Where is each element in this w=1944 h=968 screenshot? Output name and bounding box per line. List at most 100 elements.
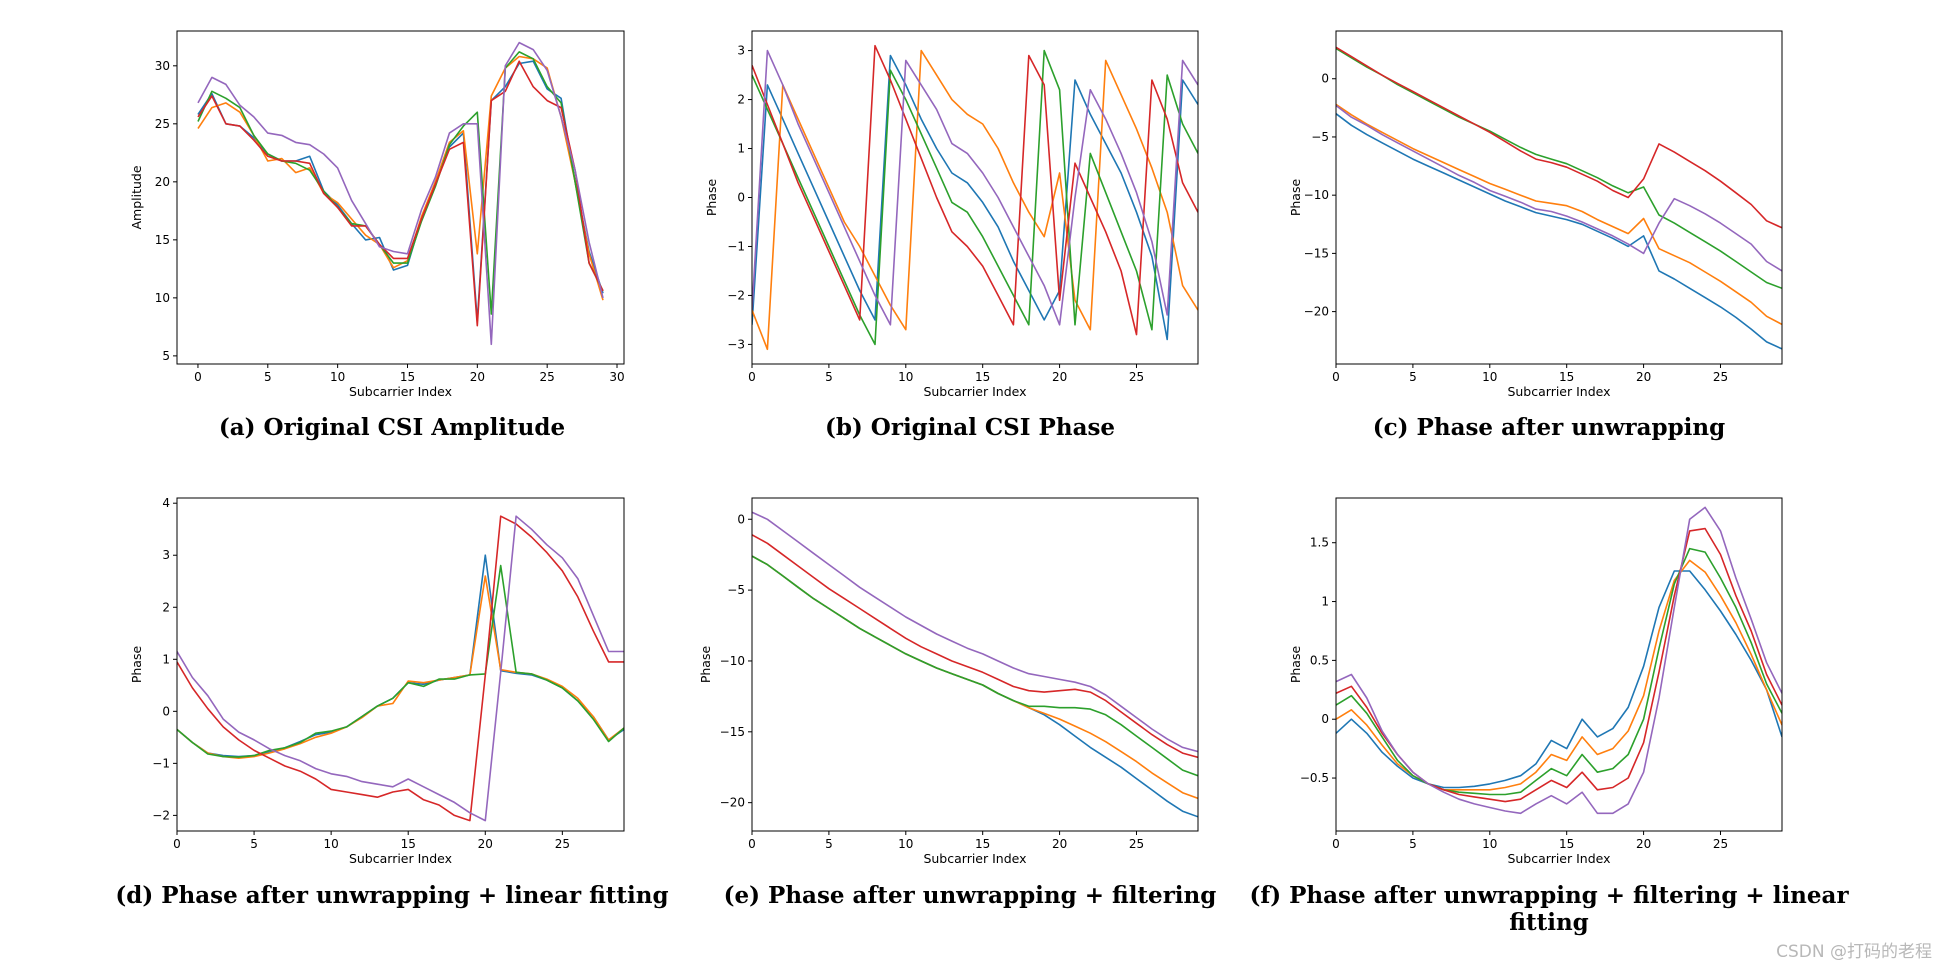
series-line-s1 xyxy=(752,54,1198,341)
panel-caption: (f) Phase after unwrapping + filtering +… xyxy=(1249,882,1849,936)
y-axis-label: Phase xyxy=(129,646,144,684)
y-axis-label: Phase xyxy=(704,179,719,217)
series-line-s1 xyxy=(1336,570,1782,789)
y-tick-label: −2 xyxy=(727,288,745,302)
series-line-s4 xyxy=(752,44,1198,336)
x-axis-label: Subcarrier Index xyxy=(923,851,1026,866)
series-line-s1 xyxy=(197,60,604,322)
x-tick-label: 25 xyxy=(540,370,555,384)
x-tick-label: 20 xyxy=(470,370,485,384)
series-line-s5 xyxy=(197,41,604,346)
y-tick-label: −0.5 xyxy=(1300,771,1329,785)
series-line-s5 xyxy=(1336,104,1782,272)
x-tick-label: 15 xyxy=(975,370,990,384)
series-line-s2 xyxy=(177,575,624,760)
chart-panel-1: 0 5 10 15 20 25 30 5 10 15 20 25 30 Subcarrier Index A… xyxy=(129,30,625,441)
x-tick-label: 15 xyxy=(1559,370,1574,384)
x-tick-label: 20 xyxy=(1052,370,1067,384)
plot-frame xyxy=(1335,497,1783,832)
panel-caption: (d) Phase after unwrapping + linear fitt… xyxy=(115,882,668,909)
chart-panel-6: 0 5 10 15 20 25 −0.5 0 0.5 1 1.5 Subcarrier Index Ph… xyxy=(1249,497,1849,936)
y-tick-label: −20 xyxy=(1304,305,1329,319)
series-line-s3 xyxy=(752,555,1198,777)
x-axis-label: Subcarrier Index xyxy=(349,384,452,399)
x-tick-label: 0 xyxy=(748,837,756,851)
y-tick-label: 1 xyxy=(1321,595,1329,609)
y-tick-label: 15 xyxy=(155,233,170,247)
x-tick-label: 20 xyxy=(1636,370,1651,384)
y-axis-label: Phase xyxy=(1288,646,1303,684)
y-tick-label: 0 xyxy=(1321,72,1329,86)
y-tick-label: 30 xyxy=(155,59,170,73)
series-line-s4 xyxy=(197,60,604,327)
x-tick-label: 5 xyxy=(1409,837,1417,851)
x-tick-label: 0 xyxy=(1332,370,1340,384)
x-tick-label: 25 xyxy=(1129,370,1144,384)
x-tick-label: 10 xyxy=(330,370,345,384)
y-tick-label: 3 xyxy=(737,44,745,58)
y-tick-label: −5 xyxy=(727,583,745,597)
y-tick-label: 2 xyxy=(162,600,170,614)
y-axis-label: Amplitude xyxy=(129,165,144,229)
y-axis-label: Phase xyxy=(698,646,713,684)
series-line-s2 xyxy=(752,49,1198,351)
x-tick-label: 20 xyxy=(1636,837,1651,851)
y-tick-label: −5 xyxy=(1311,130,1329,144)
y-tick-label: 1 xyxy=(737,142,745,156)
series-line-s4 xyxy=(752,534,1198,759)
series-line-s1 xyxy=(1336,113,1782,350)
x-axis-label: Subcarrier Index xyxy=(1507,384,1610,399)
y-tick-label: 10 xyxy=(155,291,170,305)
chart-panel-2: 0 5 10 15 20 25 −3 −2 −1 0 1 2 3 Subcarrier Index Phas… xyxy=(704,30,1199,441)
y-tick-label: 25 xyxy=(155,117,170,131)
chart-panel-5: 0 5 10 15 20 25 −20 −15 −10 −5 0 Subcarrier Index Ph… xyxy=(698,497,1216,909)
y-tick-label: 1 xyxy=(162,652,170,666)
x-tick-label: 15 xyxy=(975,837,990,851)
series-line-s1 xyxy=(177,554,624,758)
x-tick-label: 15 xyxy=(401,837,416,851)
y-tick-label: 5 xyxy=(162,349,170,363)
x-tick-label: 0 xyxy=(748,370,756,384)
series-line-s5 xyxy=(752,49,1198,326)
x-axis-label: Subcarrier Index xyxy=(1507,851,1610,866)
series-line-s2 xyxy=(197,55,604,301)
y-tick-label: 3 xyxy=(162,548,170,562)
x-tick-label: 5 xyxy=(825,370,833,384)
series-line-s1 xyxy=(752,555,1198,818)
series-line-s3 xyxy=(752,49,1198,346)
x-tick-label: 0 xyxy=(194,370,202,384)
x-tick-label: 5 xyxy=(264,370,272,384)
x-tick-label: 25 xyxy=(555,837,570,851)
series-line-s3 xyxy=(197,51,604,315)
y-tick-label: 2 xyxy=(737,93,745,107)
y-tick-label: 0 xyxy=(1321,712,1329,726)
x-tick-label: 5 xyxy=(825,837,833,851)
series-line-s5 xyxy=(1336,506,1782,815)
y-tick-label: 0 xyxy=(737,191,745,205)
x-tick-label: 25 xyxy=(1713,837,1728,851)
chart-panel-3: 0 5 10 15 20 25 −20 −15 −10 −5 0 Subcarrier Index Ph… xyxy=(1288,30,1783,441)
plot-frame xyxy=(176,30,625,365)
x-tick-label: 10 xyxy=(1482,837,1497,851)
watermark: CSDN @打码的老程 xyxy=(1776,942,1932,962)
x-tick-label: 15 xyxy=(1559,837,1574,851)
x-tick-label: 10 xyxy=(1482,370,1497,384)
series-line-s3 xyxy=(1336,47,1782,290)
y-tick-label: 20 xyxy=(155,175,170,189)
x-tick-label: 0 xyxy=(1332,837,1340,851)
series-line-s5 xyxy=(752,511,1198,753)
y-tick-label: 4 xyxy=(162,496,170,510)
x-tick-label: 20 xyxy=(478,837,493,851)
y-tick-label: −15 xyxy=(720,725,745,739)
series-line-s2 xyxy=(1336,559,1782,791)
x-tick-label: 10 xyxy=(898,370,913,384)
series-line-s3 xyxy=(1336,547,1782,796)
panel-caption: (b) Original CSI Phase xyxy=(825,414,1115,441)
plot-frame xyxy=(751,497,1199,832)
y-tick-label: −10 xyxy=(720,654,745,668)
x-tick-label: 25 xyxy=(1129,837,1144,851)
series-line-s4 xyxy=(1336,46,1782,229)
y-tick-label: −10 xyxy=(1304,188,1329,202)
y-tick-label: −20 xyxy=(720,796,745,810)
x-tick-label: 25 xyxy=(1713,370,1728,384)
